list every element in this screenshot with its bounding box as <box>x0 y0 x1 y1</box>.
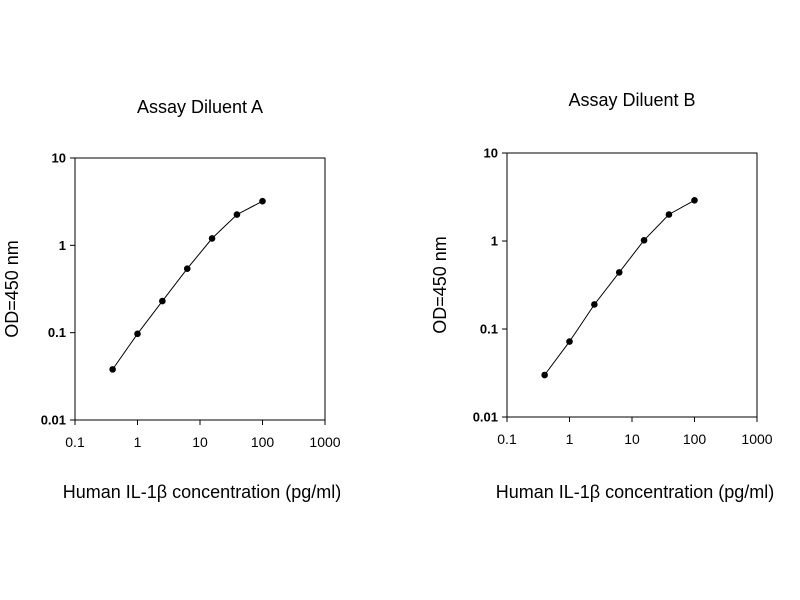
x-tick-label: 1000 <box>741 431 772 447</box>
data-point <box>109 366 116 373</box>
chart-title: Assay Diluent A <box>137 97 263 117</box>
data-point <box>259 197 266 205</box>
chart-panel-2: Assay Diluent B 0.01 0.1 1 10 0.1 1 10 100 1000 Hu… <box>430 90 774 502</box>
chart-panel-1: Assay Diluent A 0.01 0.1 1 10 0.1 1 10 100 1000 Hu… <box>2 97 341 502</box>
plot-area-frame <box>74 157 326 421</box>
x-tick-label: 1 <box>134 434 142 450</box>
x-tick-label: 1 <box>566 431 574 447</box>
data-point <box>615 269 623 276</box>
y-tick-label: 1 <box>59 238 66 253</box>
data-point <box>566 338 573 345</box>
data-point <box>640 236 648 244</box>
y-axis-label: OD=450 nm <box>430 236 450 334</box>
y-axis-label: OD=450 nm <box>2 240 22 338</box>
y-tick-label: 0.01 <box>41 413 66 428</box>
x-tick-label: 100 <box>683 431 707 447</box>
data-point <box>208 235 216 242</box>
y-tick-label: 1 <box>491 234 498 249</box>
x-tick-label: 100 <box>251 434 275 450</box>
data-point <box>183 265 191 273</box>
y-tick-label: 10 <box>52 151 66 166</box>
x-tick-label: 10 <box>192 434 208 450</box>
data-point <box>134 330 141 338</box>
data-point <box>665 211 673 218</box>
y-tick-label: 0.1 <box>480 322 498 337</box>
x-axis-label: Human IL-1β concentration (pg/ml) <box>496 482 774 502</box>
y-tick-label: 0.1 <box>48 325 66 340</box>
x-tick-label: 0.1 <box>65 434 85 450</box>
series-line <box>544 199 695 376</box>
y-tick-label: 0.01 <box>473 410 498 425</box>
data-point <box>233 211 241 218</box>
x-tick-label: 1000 <box>309 434 340 450</box>
series-line <box>112 200 263 370</box>
y-tick-label: 10 <box>484 146 498 161</box>
x-tick-label: 0.1 <box>497 431 517 447</box>
x-tick-label: 10 <box>624 431 640 447</box>
data-point <box>159 297 166 305</box>
data-point <box>691 197 698 204</box>
data-point <box>591 301 598 308</box>
x-axis-label: Human IL-1β concentration (pg/ml) <box>63 482 341 502</box>
chart-title: Assay Diluent B <box>568 90 695 110</box>
data-point <box>541 371 548 379</box>
